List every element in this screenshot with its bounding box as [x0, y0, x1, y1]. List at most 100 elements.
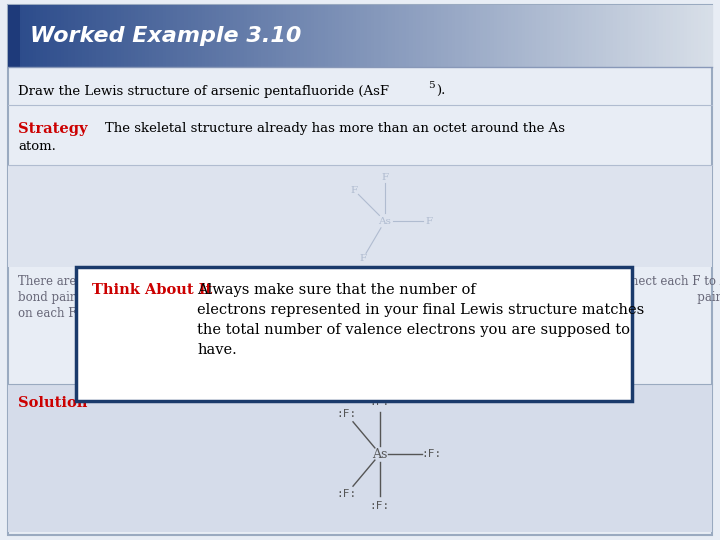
- FancyBboxPatch shape: [701, 5, 706, 67]
- Text: Draw the Lewis structure of arsenic pentafluoride (AsF: Draw the Lewis structure of arsenic pent…: [18, 85, 389, 98]
- FancyBboxPatch shape: [459, 5, 463, 67]
- FancyBboxPatch shape: [423, 5, 428, 67]
- FancyBboxPatch shape: [360, 5, 364, 67]
- FancyBboxPatch shape: [293, 5, 297, 67]
- Text: F: F: [351, 186, 358, 195]
- FancyBboxPatch shape: [631, 5, 636, 67]
- FancyBboxPatch shape: [135, 5, 139, 67]
- FancyBboxPatch shape: [603, 5, 608, 67]
- FancyBboxPatch shape: [533, 5, 537, 67]
- FancyBboxPatch shape: [297, 5, 301, 67]
- FancyBboxPatch shape: [22, 5, 27, 67]
- FancyBboxPatch shape: [191, 5, 196, 67]
- Text: Strategy: Strategy: [18, 122, 88, 136]
- Text: As: As: [372, 448, 387, 461]
- FancyBboxPatch shape: [60, 5, 66, 67]
- FancyBboxPatch shape: [550, 5, 554, 67]
- Text: F: F: [382, 172, 389, 181]
- FancyBboxPatch shape: [237, 5, 241, 67]
- FancyBboxPatch shape: [399, 5, 403, 67]
- Text: 5: 5: [428, 81, 435, 90]
- FancyBboxPatch shape: [536, 5, 541, 67]
- FancyBboxPatch shape: [318, 5, 323, 67]
- Text: F: F: [426, 217, 433, 226]
- FancyBboxPatch shape: [8, 384, 712, 532]
- FancyBboxPatch shape: [332, 5, 336, 67]
- FancyBboxPatch shape: [86, 5, 90, 67]
- FancyBboxPatch shape: [511, 5, 516, 67]
- FancyBboxPatch shape: [107, 5, 111, 67]
- FancyBboxPatch shape: [8, 5, 20, 67]
- FancyBboxPatch shape: [487, 5, 491, 67]
- FancyBboxPatch shape: [12, 5, 16, 67]
- FancyBboxPatch shape: [451, 5, 456, 67]
- FancyBboxPatch shape: [336, 5, 340, 67]
- FancyBboxPatch shape: [138, 5, 143, 67]
- FancyBboxPatch shape: [694, 5, 699, 67]
- FancyBboxPatch shape: [691, 5, 696, 67]
- FancyBboxPatch shape: [181, 5, 185, 67]
- FancyBboxPatch shape: [708, 5, 713, 67]
- FancyBboxPatch shape: [349, 5, 354, 67]
- FancyBboxPatch shape: [543, 5, 547, 67]
- FancyBboxPatch shape: [244, 5, 248, 67]
- FancyBboxPatch shape: [272, 5, 276, 67]
- FancyBboxPatch shape: [490, 5, 495, 67]
- FancyBboxPatch shape: [599, 5, 604, 67]
- FancyBboxPatch shape: [448, 5, 452, 67]
- FancyBboxPatch shape: [117, 5, 122, 67]
- FancyBboxPatch shape: [438, 5, 442, 67]
- FancyBboxPatch shape: [561, 5, 565, 67]
- FancyBboxPatch shape: [546, 5, 551, 67]
- FancyBboxPatch shape: [384, 5, 389, 67]
- FancyBboxPatch shape: [163, 5, 167, 67]
- FancyBboxPatch shape: [638, 5, 643, 67]
- FancyBboxPatch shape: [177, 5, 181, 67]
- Text: :F:: :F:: [336, 489, 356, 499]
- FancyBboxPatch shape: [698, 5, 703, 67]
- FancyBboxPatch shape: [554, 5, 558, 67]
- FancyBboxPatch shape: [325, 5, 329, 67]
- FancyBboxPatch shape: [395, 5, 400, 67]
- FancyBboxPatch shape: [585, 5, 590, 67]
- FancyBboxPatch shape: [624, 5, 629, 67]
- FancyBboxPatch shape: [582, 5, 586, 67]
- FancyBboxPatch shape: [642, 5, 646, 67]
- FancyBboxPatch shape: [617, 5, 621, 67]
- Text: F: F: [359, 254, 366, 263]
- FancyBboxPatch shape: [504, 5, 509, 67]
- FancyBboxPatch shape: [251, 5, 256, 67]
- FancyBboxPatch shape: [166, 5, 171, 67]
- FancyBboxPatch shape: [321, 5, 325, 67]
- FancyBboxPatch shape: [374, 5, 379, 67]
- FancyBboxPatch shape: [406, 5, 410, 67]
- FancyBboxPatch shape: [78, 5, 83, 67]
- FancyBboxPatch shape: [455, 5, 459, 67]
- FancyBboxPatch shape: [494, 5, 498, 67]
- FancyBboxPatch shape: [156, 5, 161, 67]
- FancyBboxPatch shape: [170, 5, 174, 67]
- FancyBboxPatch shape: [402, 5, 407, 67]
- FancyBboxPatch shape: [381, 5, 386, 67]
- Text: bond pairs (10 electrons). Finally, place the remaining 3 lone                  : bond pairs (10 electrons). Finally, plac…: [18, 291, 720, 304]
- FancyBboxPatch shape: [36, 5, 40, 67]
- FancyBboxPatch shape: [282, 5, 287, 67]
- FancyBboxPatch shape: [377, 5, 382, 67]
- FancyBboxPatch shape: [254, 5, 259, 67]
- FancyBboxPatch shape: [413, 5, 418, 67]
- FancyBboxPatch shape: [593, 5, 597, 67]
- FancyBboxPatch shape: [539, 5, 544, 67]
- FancyBboxPatch shape: [89, 5, 94, 67]
- FancyBboxPatch shape: [501, 5, 505, 67]
- FancyBboxPatch shape: [356, 5, 361, 67]
- FancyBboxPatch shape: [127, 5, 132, 67]
- FancyBboxPatch shape: [82, 5, 86, 67]
- FancyBboxPatch shape: [29, 5, 34, 67]
- FancyBboxPatch shape: [677, 5, 681, 67]
- FancyBboxPatch shape: [462, 5, 467, 67]
- FancyBboxPatch shape: [518, 5, 523, 67]
- FancyBboxPatch shape: [314, 5, 319, 67]
- FancyBboxPatch shape: [364, 5, 368, 67]
- FancyBboxPatch shape: [76, 267, 632, 401]
- FancyBboxPatch shape: [705, 5, 709, 67]
